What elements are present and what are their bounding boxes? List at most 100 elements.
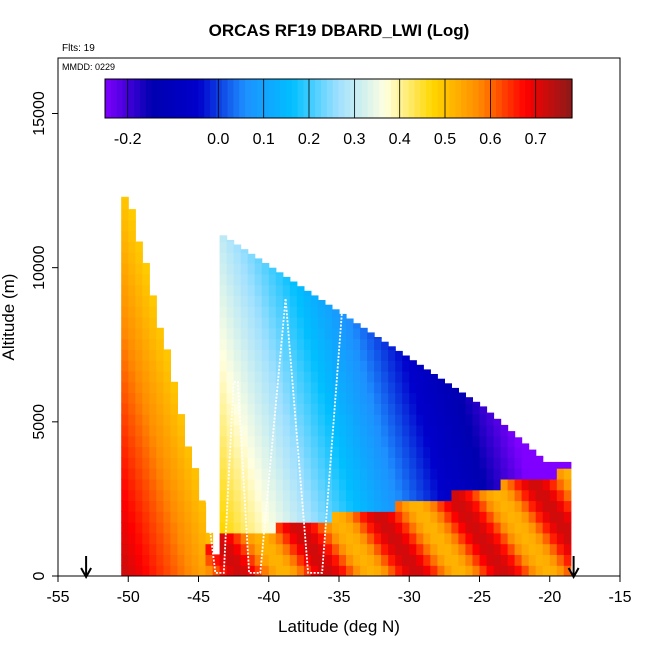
colorbar-border	[104, 78, 573, 119]
field-cell	[240, 511, 249, 523]
field-cell	[296, 414, 305, 426]
colorbar-segment	[180, 79, 188, 118]
field-cell	[170, 414, 178, 426]
field-cell	[170, 457, 178, 469]
field-cell	[486, 543, 495, 555]
field-cell	[346, 338, 354, 350]
field-cell	[423, 457, 431, 469]
field-cell	[521, 478, 530, 491]
field-cell	[121, 241, 129, 253]
field-cell	[121, 284, 129, 296]
field-cell	[332, 317, 340, 329]
field-cell	[247, 263, 256, 275]
field-cell	[451, 414, 459, 426]
field-cell	[367, 543, 375, 555]
field-cell	[381, 349, 389, 361]
field-cell	[472, 435, 481, 448]
field-cell	[346, 500, 354, 512]
field-cell	[339, 327, 347, 340]
field-cell	[156, 371, 164, 383]
field-cell	[191, 478, 200, 491]
field-cell	[528, 500, 537, 512]
field-cell	[317, 457, 326, 469]
field-cell	[500, 500, 509, 512]
field-cell	[479, 565, 488, 576]
field-cell	[444, 565, 452, 576]
field-cell	[472, 532, 481, 545]
field-cell	[528, 457, 537, 469]
field-cell	[437, 435, 445, 448]
field-cell	[303, 554, 312, 566]
field-cell	[268, 489, 277, 502]
field-cell	[310, 403, 319, 415]
colorbar-segment	[519, 79, 526, 118]
field-cell	[156, 349, 164, 361]
field-cell	[275, 522, 284, 534]
field-cell	[324, 360, 333, 372]
field-cell	[261, 543, 270, 555]
field-cell	[135, 263, 143, 275]
field-cell	[261, 338, 270, 350]
field-cell	[240, 522, 249, 534]
field-cell	[226, 317, 235, 329]
field-cell	[402, 381, 410, 394]
field-cell	[268, 446, 277, 458]
field-cell	[563, 511, 572, 523]
field-cell	[367, 522, 375, 534]
field-cell	[514, 522, 523, 534]
field-cell	[388, 371, 396, 383]
field-cell	[367, 338, 375, 350]
field-cell	[219, 489, 228, 502]
field-cell	[430, 374, 438, 383]
colorbar-segment	[554, 79, 561, 118]
field-cell	[254, 478, 263, 491]
field-cell	[324, 435, 333, 448]
field-cell	[170, 403, 178, 415]
field-cell	[317, 543, 326, 555]
field-cell	[360, 360, 368, 372]
field-cell	[303, 468, 312, 480]
field-cell	[549, 565, 558, 576]
field-cell	[128, 543, 136, 555]
field-cell	[395, 468, 403, 480]
field-cell	[142, 489, 150, 502]
field-cell	[170, 392, 178, 404]
field-cell	[142, 284, 150, 296]
colorbar-tick-label: 0.4	[389, 131, 411, 148]
colorbar-segment	[297, 79, 304, 118]
field-cell	[409, 360, 417, 372]
field-cell	[542, 500, 551, 512]
field-cell	[423, 500, 431, 512]
field-cell	[563, 554, 572, 566]
field-cell	[149, 446, 157, 458]
field-cell	[303, 435, 312, 448]
field-cell	[332, 500, 340, 512]
y-axis-label: Altitude (m)	[0, 274, 18, 361]
field-cell	[535, 543, 544, 555]
colorbar-segment	[291, 79, 299, 118]
field-cell	[247, 532, 256, 545]
field-cell	[423, 403, 431, 415]
field-cell	[388, 457, 396, 469]
field-cell	[303, 511, 312, 523]
field-cell	[444, 446, 452, 458]
field-cell	[268, 381, 277, 394]
field-cell	[289, 522, 298, 534]
field-cell	[163, 489, 171, 502]
field-cell	[240, 252, 249, 264]
colorbar-segment	[542, 79, 550, 118]
field-cell	[437, 532, 445, 545]
field-cell	[556, 543, 565, 555]
field-cell	[437, 500, 445, 512]
field-cell	[261, 468, 270, 480]
field-cell	[289, 371, 298, 383]
field-cell	[514, 478, 523, 491]
field-cell	[465, 403, 473, 415]
field-cell	[254, 263, 263, 275]
field-cell	[395, 489, 403, 502]
field-cell	[156, 446, 164, 458]
field-cell	[247, 500, 256, 512]
field-cell	[395, 371, 403, 383]
field-cell	[346, 327, 354, 340]
field-cell	[353, 554, 361, 566]
